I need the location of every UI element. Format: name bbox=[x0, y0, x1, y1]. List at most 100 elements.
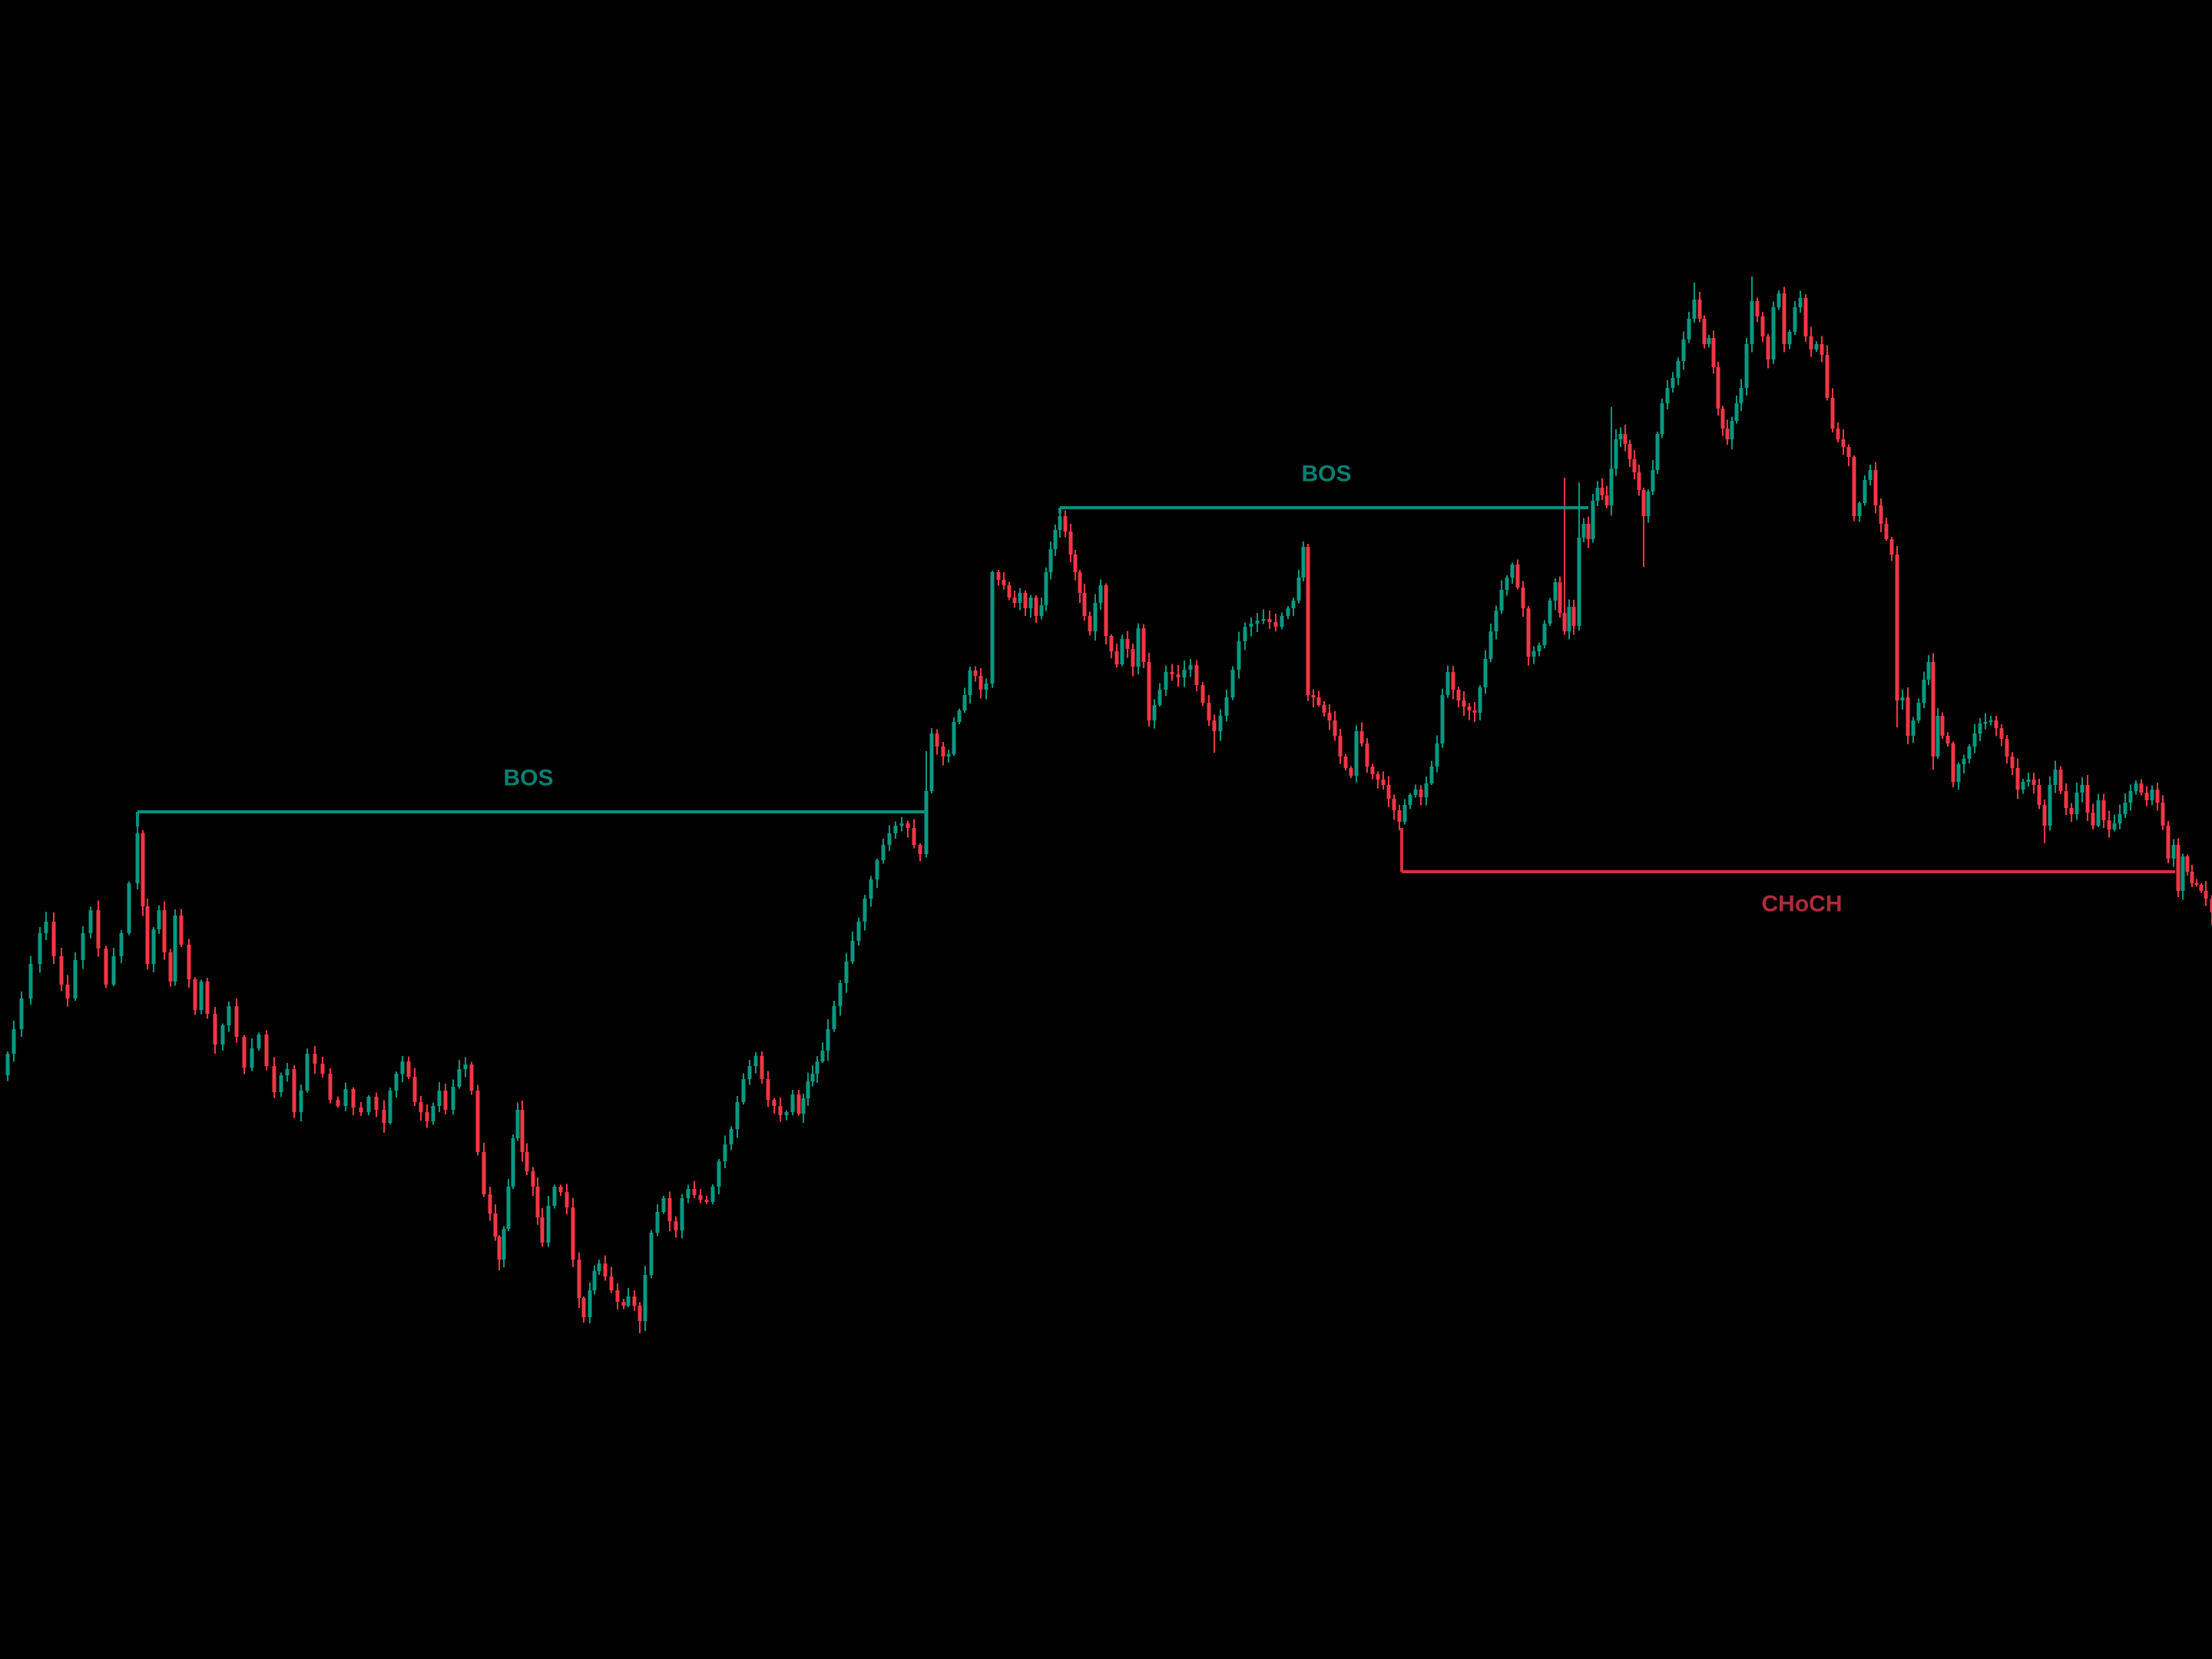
candle-body-down bbox=[1359, 731, 1364, 743]
candle-body-down bbox=[313, 1054, 317, 1064]
candle-body-up bbox=[1660, 403, 1664, 434]
candle-body-up bbox=[597, 1263, 601, 1271]
candle-body-up bbox=[1577, 538, 1581, 626]
candle-body-up bbox=[1478, 687, 1482, 713]
candle-body-down bbox=[1109, 636, 1114, 651]
candle-body-down bbox=[1716, 367, 1720, 409]
candles-layer bbox=[5, 276, 2212, 1333]
candle-body-down bbox=[1343, 757, 1348, 768]
candle-body-up bbox=[790, 1094, 795, 1112]
candle-wick bbox=[1643, 488, 1644, 567]
candle-body-down bbox=[1895, 555, 1899, 700]
candle-body-down bbox=[2176, 845, 2181, 891]
candle-body-down bbox=[2190, 872, 2194, 883]
candle-body-down bbox=[2210, 899, 2212, 912]
candle-body-up bbox=[400, 1061, 405, 1074]
candle-body-up bbox=[952, 722, 956, 754]
candle-body-up bbox=[1983, 722, 1988, 724]
candle-body-down bbox=[51, 922, 56, 956]
candle-body-down bbox=[59, 956, 64, 985]
candle-wick bbox=[1611, 407, 1612, 515]
candle-body-up bbox=[929, 733, 934, 791]
candle-body-up bbox=[741, 1079, 746, 1102]
candle-body-up bbox=[924, 791, 929, 854]
candle-body-up bbox=[2134, 783, 2138, 791]
candle-body-up bbox=[1936, 716, 1940, 757]
candle-body-up bbox=[869, 879, 873, 899]
candle-body-down bbox=[382, 1110, 386, 1123]
candle-body-down bbox=[328, 1074, 333, 1100]
candle-body-up bbox=[1857, 503, 1862, 516]
candle-body-down bbox=[1176, 674, 1181, 677]
candle-body-up bbox=[863, 899, 867, 922]
candle-body-down bbox=[674, 1221, 678, 1230]
candle-body-down bbox=[213, 1014, 217, 1045]
candle-body-up bbox=[119, 933, 124, 956]
candle-body-up bbox=[810, 1074, 815, 1081]
candle-body-down bbox=[1994, 720, 1998, 728]
candle-body-down bbox=[565, 1192, 569, 1207]
candle-body-up bbox=[1676, 361, 1681, 378]
candle-wick bbox=[1214, 714, 1215, 753]
candle-body-down bbox=[2155, 790, 2160, 803]
candle-body-down bbox=[264, 1035, 269, 1066]
candle-body-up bbox=[1182, 670, 1187, 677]
candle-body-up bbox=[1440, 695, 1445, 743]
candle-body-down bbox=[531, 1171, 535, 1187]
candle-body-up bbox=[710, 1187, 715, 1202]
candle-wick bbox=[1377, 771, 1379, 789]
candle-body-down bbox=[1063, 516, 1068, 531]
candle-body-up bbox=[1591, 501, 1595, 539]
candle-body-down bbox=[1725, 429, 1730, 439]
candle-body-down bbox=[179, 916, 184, 945]
candle-body-down bbox=[1002, 580, 1006, 585]
candle-body-down bbox=[979, 676, 983, 690]
candle-body-up bbox=[1188, 665, 1193, 670]
candle-body-up bbox=[1972, 733, 1977, 747]
candle-body-up bbox=[1093, 603, 1098, 631]
candle-body-down bbox=[778, 1106, 783, 1115]
candle-body-up bbox=[1164, 672, 1168, 690]
candle-body-up bbox=[1692, 300, 1697, 319]
candle-wick bbox=[1313, 689, 1314, 707]
candle-body-up bbox=[511, 1138, 515, 1187]
candle-body-up bbox=[2075, 793, 2079, 814]
candle-body-up bbox=[1018, 593, 1022, 603]
candle-body-up bbox=[1098, 585, 1103, 603]
structure-annotations-layer: BOS BOS CHoCH bbox=[136, 462, 2175, 917]
candle-body-up bbox=[850, 941, 855, 962]
candle-body-up bbox=[431, 1106, 435, 1121]
candle-body-up bbox=[1916, 703, 1921, 720]
candle-body-down bbox=[104, 949, 108, 985]
candle-body-up bbox=[151, 929, 156, 964]
candle-body-up bbox=[157, 910, 161, 929]
candle-body-up bbox=[1261, 619, 1266, 621]
candle-body-down bbox=[1940, 716, 1945, 736]
candle-body-up bbox=[2150, 790, 2154, 800]
candle-body-down bbox=[1131, 649, 1135, 667]
candle-body-down bbox=[493, 1214, 498, 1237]
candle-body-down bbox=[1088, 616, 1092, 631]
candle-body-down bbox=[1711, 338, 1716, 367]
candle-body-down bbox=[1327, 713, 1332, 720]
candle-body-up bbox=[546, 1206, 551, 1243]
candle-body-down bbox=[1200, 685, 1205, 703]
candle-body-up bbox=[1157, 690, 1162, 705]
candle-body-down bbox=[1012, 598, 1017, 603]
candle-body-up bbox=[1053, 530, 1058, 549]
candle-wick bbox=[1469, 703, 1470, 720]
candle-body-up bbox=[44, 922, 48, 933]
candle-body-up bbox=[2026, 780, 2031, 782]
candle-body-up bbox=[1646, 492, 1651, 516]
bos-2-line bbox=[1060, 506, 1588, 509]
candle-body-down bbox=[145, 906, 150, 964]
candle-body-down bbox=[1641, 490, 1646, 516]
candle-body-down bbox=[141, 833, 145, 906]
candle-body-up bbox=[1922, 680, 1926, 703]
candle-body-down bbox=[475, 1091, 480, 1152]
candle-body-up bbox=[1665, 388, 1670, 403]
candle-body-down bbox=[632, 1296, 637, 1306]
candle-body-down bbox=[1945, 736, 1950, 743]
candle-body-up bbox=[1537, 645, 1541, 651]
